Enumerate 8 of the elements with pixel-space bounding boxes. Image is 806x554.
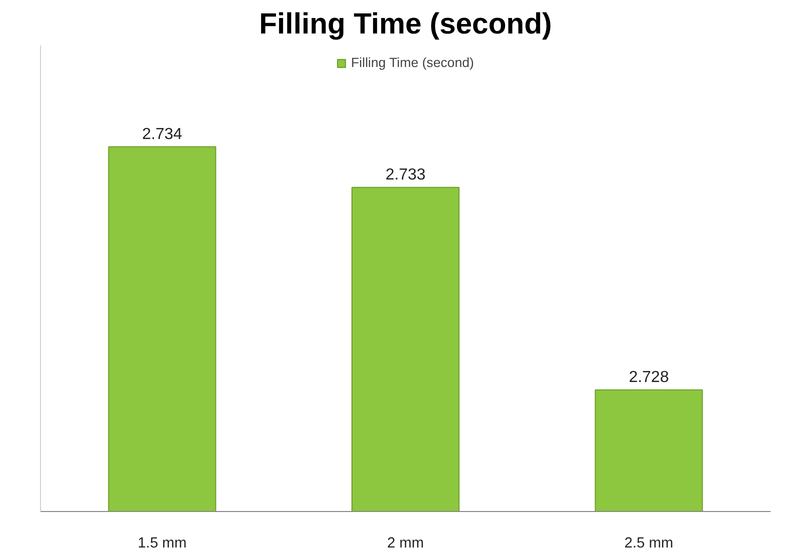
x-tick-label: 2.5 mm — [624, 536, 674, 552]
x-tick-label: 2 mm — [387, 536, 424, 552]
data-label: 2.734 — [142, 126, 182, 143]
legend-label: Filling Time (second) — [351, 55, 474, 70]
data-label: 2.733 — [385, 166, 426, 184]
x-tick-label: 1.5 mm — [138, 536, 187, 552]
chart-title: Filling Time (second) — [259, 8, 552, 40]
data-label: 2.728 — [628, 368, 669, 386]
